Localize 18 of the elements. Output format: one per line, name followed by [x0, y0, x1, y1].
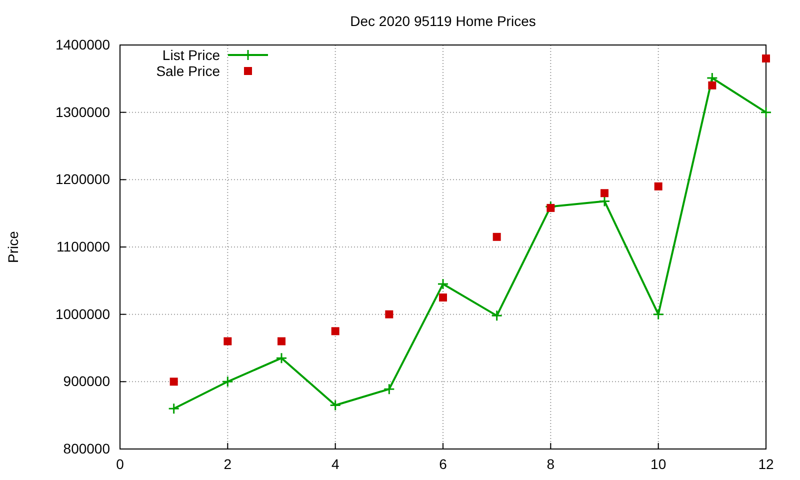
y-tick-label: 1400000 [55, 36, 110, 52]
legend-label: List Price [162, 47, 220, 63]
x-tick-label: 6 [439, 456, 448, 472]
y-tick-label: 1200000 [55, 171, 110, 188]
chart-title: Dec 2020 95119 Home Prices [350, 13, 536, 29]
y-axis-title: Price [5, 230, 21, 263]
x-tick-label: 12 [758, 456, 774, 472]
legend-label: Sale Price [156, 63, 220, 79]
y-tick-label: 800000 [63, 440, 110, 456]
x-tick-label: 2 [224, 456, 232, 472]
y-tick-label: 1000000 [55, 306, 110, 322]
x-tick-label: 8 [546, 456, 555, 472]
y-tick-label: 1300000 [55, 104, 110, 120]
x-tick-label: 10 [650, 456, 666, 472]
x-tick-label: 0 [116, 456, 124, 472]
y-tick-label: 900000 [63, 373, 110, 390]
y-tick-label: 1100000 [56, 238, 110, 254]
x-tick-label: 4 [331, 456, 340, 472]
